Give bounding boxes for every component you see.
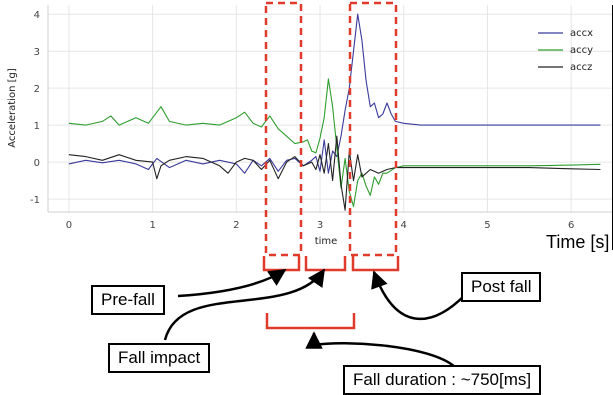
y-tick-label: 1 <box>34 121 40 132</box>
x-tick-label: 6 <box>568 220 574 231</box>
legend-label-accz: accz <box>570 62 592 73</box>
bracket-post-fall <box>351 256 400 272</box>
chart: -1 0 1 2 3 4 0 1 2 3 4 5 6 Acceleration [g] time ac… <box>7 5 613 247</box>
legend-label-accy: accy <box>570 45 593 56</box>
legend: accx accy accz <box>538 28 593 73</box>
x-tick-label: 1 <box>149 220 155 231</box>
y-tick-label: 3 <box>34 47 40 58</box>
arrow-post-fall <box>371 270 466 321</box>
y-tick-label: -1 <box>30 195 40 206</box>
bracket-pre-fall <box>262 256 301 272</box>
phase-brackets <box>262 256 400 330</box>
y-tick-label: 0 <box>34 158 40 169</box>
series-line-accy <box>68 78 601 208</box>
pre-fall-callout: Pre-fall <box>91 285 165 315</box>
y-tick-label: 2 <box>34 84 40 95</box>
x-tick-label: 5 <box>484 220 490 231</box>
plot-background <box>48 5 613 212</box>
y-tick-labels: -1 0 1 2 3 4 <box>30 10 40 206</box>
x-axis-label: time <box>315 236 338 247</box>
x-tick-label: 0 <box>66 220 72 231</box>
x-tick-label: 4 <box>401 220 407 231</box>
arrow-fall-impact <box>163 268 326 341</box>
arrow-pre-fall <box>177 268 287 298</box>
pre-fall-window <box>264 1 303 257</box>
bracket-fall-impact <box>304 256 347 272</box>
y-tick-label: 4 <box>34 10 40 21</box>
x-tick-labels: 0 1 2 3 4 5 6 <box>66 220 575 231</box>
series-line-accz <box>68 135 601 211</box>
legend-label-accx: accx <box>570 28 593 39</box>
phase-markers <box>264 1 398 257</box>
x-tick-label: 2 <box>233 220 239 231</box>
callout-arrows <box>163 268 466 368</box>
bracket-fall-duration <box>265 313 356 330</box>
fall-impact-callout: Fall impact <box>108 343 211 373</box>
y-axis-label: Acceleration [g] <box>7 68 18 148</box>
post-fall-callout: Post fall <box>461 272 542 302</box>
series-lines <box>68 13 601 211</box>
time-axis-label: Time [s] <box>546 232 609 252</box>
x-tick-label: 3 <box>317 220 323 231</box>
arrow-fall-duration <box>305 331 456 368</box>
grid <box>48 5 613 212</box>
fall-duration-callout: Fall duration : ~750[ms] <box>343 365 542 395</box>
post-fall-window <box>348 1 398 257</box>
